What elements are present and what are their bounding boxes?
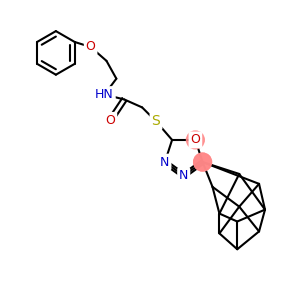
Text: O: O bbox=[86, 40, 95, 53]
Circle shape bbox=[194, 153, 212, 171]
Text: O: O bbox=[106, 114, 116, 127]
Text: O: O bbox=[190, 134, 200, 146]
Circle shape bbox=[194, 153, 212, 171]
Text: N: N bbox=[160, 156, 170, 169]
Circle shape bbox=[187, 131, 204, 149]
Text: S: S bbox=[152, 114, 160, 128]
Text: N: N bbox=[179, 169, 188, 182]
Text: HN: HN bbox=[95, 88, 114, 101]
